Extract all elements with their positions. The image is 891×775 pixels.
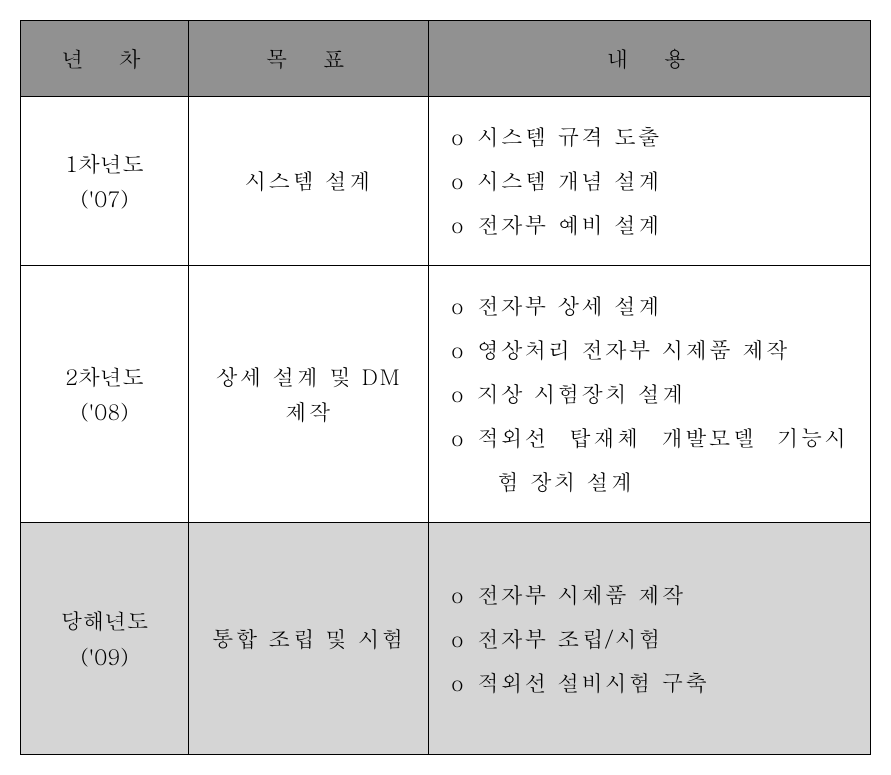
bullet-text: 적외선 설비시험 구축 <box>477 667 709 698</box>
bullet-marker-icon: o <box>451 284 466 328</box>
goal-cell-2: 상세 설계 및 DM 제작 <box>189 266 429 523</box>
header-year: 년 차 <box>21 21 189 97</box>
header-goal: 목 표 <box>189 21 429 97</box>
bullet-text: 적외선 탑재체 개발모델 기능시 <box>477 422 848 453</box>
bullet-item: o 적외선 설비시험 구축 <box>451 661 848 705</box>
bullet-marker-icon: o <box>451 159 466 203</box>
bullet-text: 전자부 시제품 제작 <box>477 579 685 610</box>
bullet-text: 시스템 규격 도출 <box>477 121 662 152</box>
bullet-item: o 시스템 개념 설계 <box>451 159 848 203</box>
bullet-marker-icon: o <box>451 617 466 661</box>
year-cell-2: 2차년도 ('08) <box>21 266 189 523</box>
year-cell-3: 당해년도 ('09) <box>21 523 189 755</box>
bullet-marker-icon: o <box>451 203 466 247</box>
content-cell-1: o 시스템 규격 도출 o 시스템 개념 설계 o 전자부 예비 설계 <box>429 97 871 266</box>
year-main-3: 당해년도 <box>21 603 188 638</box>
goal-cell-1: 시스템 설계 <box>189 97 429 266</box>
bullet-item: o 전자부 예비 설계 <box>451 203 848 247</box>
content-cell-3: o 전자부 시제품 제작 o 전자부 조립/시험 o 적외선 설비시험 구축 <box>429 523 871 755</box>
bullet-list-3: o 전자부 시제품 제작 o 전자부 조립/시험 o 적외선 설비시험 구축 <box>451 573 848 705</box>
bullet-marker-icon: o <box>451 661 466 705</box>
bullet-item: o 전자부 시제품 제작 <box>451 573 848 617</box>
bullet-list-2: o전자부 상세 설계 o영상처리 전자부 시제품 제작 o지상 시험장치 설계 … <box>451 284 848 504</box>
header-row: 년 차 목 표 내 용 <box>21 21 871 97</box>
bullet-text: 시스템 개념 설계 <box>477 165 662 196</box>
bullet-item: o 적외선 탑재체 개발모델 기능시 <box>451 416 848 460</box>
header-content: 내 용 <box>429 21 871 97</box>
project-plan-table: 년 차 목 표 내 용 1차년도 ('07) 시스템 설계 o 시스템 규격 도출… <box>20 20 871 755</box>
bullet-marker-icon: o <box>451 573 466 617</box>
table-body: 1차년도 ('07) 시스템 설계 o 시스템 규격 도출 o 시스템 개념 설계 … <box>21 97 871 755</box>
table-row: 2차년도 ('08) 상세 설계 및 DM 제작 o 전자부 상세 설계 o 영상처… <box>21 266 871 523</box>
bullet-marker-icon: o <box>451 115 466 159</box>
bullet-text: 전자부 상세 설계 <box>477 290 662 321</box>
table-row: 1차년도 ('07) 시스템 설계 o 시스템 규격 도출 o 시스템 개념 설계 … <box>21 97 871 266</box>
year-cell-1: 1차년도 ('07) <box>21 97 189 266</box>
bullet-text: 험 장치 설계 <box>497 466 634 497</box>
table-row: 당해년도 ('09) 통합 조립 및 시험 o 전자부 시제품 제작 o 전자부 조… <box>21 523 871 755</box>
bullet-text: 영상처리 전자부 시제품 제작 <box>477 334 789 365</box>
bullet-item: o 전자부 조립/시험 <box>451 617 848 661</box>
project-plan-table-container: 년 차 목 표 내 용 1차년도 ('07) 시스템 설계 o 시스템 규격 도출… <box>20 20 871 755</box>
year-sub-1: ('07) <box>21 181 188 216</box>
bullet-item-continuation: 험 장치 설계 <box>451 460 848 504</box>
content-cell-2: o전자부 상세 설계 o영상처리 전자부 시제품 제작 o지상 시험장치 설계 … <box>429 266 871 523</box>
goal-cell-3: 통합 조립 및 시험 <box>189 523 429 755</box>
year-main-1: 1차년도 <box>21 146 188 181</box>
year-main-2: 2차년도 <box>21 359 188 394</box>
table-header: 년 차 목 표 내 용 <box>21 21 871 97</box>
bullet-marker-icon: o <box>451 372 466 416</box>
bullet-item: o 영상처리 전자부 시제품 제작 <box>451 328 848 372</box>
bullet-text: 전자부 조립/시험 <box>477 623 662 654</box>
bullet-text: 지상 시험장치 설계 <box>477 378 685 409</box>
bullet-marker-icon: o <box>451 328 466 372</box>
bullet-list-1: o 시스템 규격 도출 o 시스템 개념 설계 o 전자부 예비 설계 <box>451 115 848 247</box>
bullet-item: o 전자부 상세 설계 <box>451 284 848 328</box>
bullet-item: o 시스템 규격 도출 <box>451 115 848 159</box>
bullet-item: o 지상 시험장치 설계 <box>451 372 848 416</box>
year-sub-3: ('09) <box>21 639 188 674</box>
bullet-text: 전자부 예비 설계 <box>477 209 662 240</box>
year-sub-2: ('08) <box>21 394 188 429</box>
bullet-marker-icon: o <box>451 416 466 460</box>
